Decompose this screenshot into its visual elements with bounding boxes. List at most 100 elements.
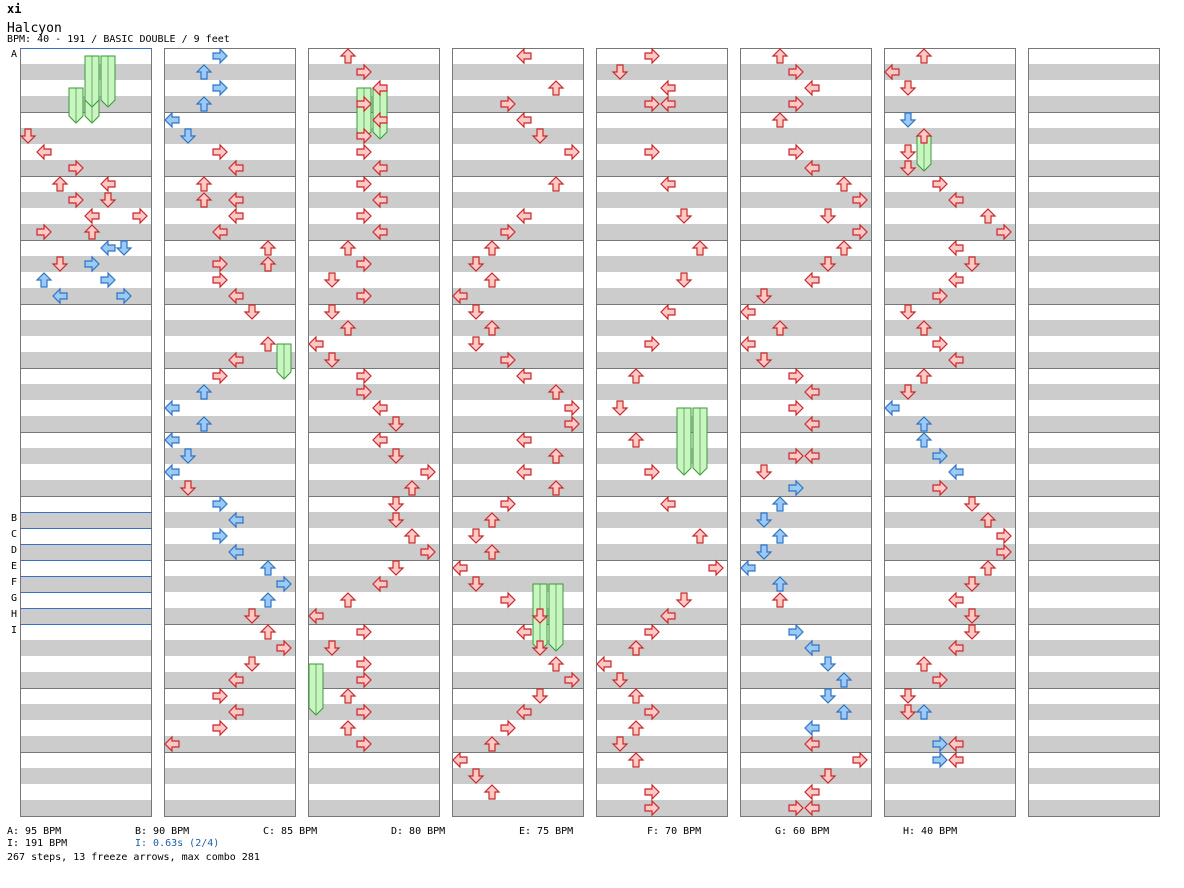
beat-stripe <box>740 96 872 112</box>
step-arrow-up <box>627 752 645 768</box>
step-arrow-up <box>627 720 645 736</box>
step-arrow-right <box>276 639 292 657</box>
step-arrow-up <box>195 384 213 400</box>
step-arrow-right <box>788 479 804 497</box>
step-arrow-down <box>323 640 341 656</box>
beat-stripe <box>308 352 440 368</box>
step-arrow-up <box>691 528 709 544</box>
step-arrow-up <box>403 480 421 496</box>
step-arrow-right <box>212 271 228 289</box>
beat-stripe <box>164 416 296 432</box>
step-arrow-left <box>660 607 676 625</box>
step-arrow-left <box>84 207 100 225</box>
step-arrow-down <box>755 288 773 304</box>
step-arrow-up <box>483 544 501 560</box>
step-arrow-right <box>356 95 372 113</box>
step-arrow-up <box>915 656 933 672</box>
step-arrow-down <box>531 608 549 624</box>
step-arrow-down <box>387 512 405 528</box>
step-arrow-left <box>516 367 532 385</box>
beat-stripe <box>20 128 152 144</box>
step-arrow-right <box>356 623 372 641</box>
step-arrow-left <box>100 239 116 257</box>
step-arrow-down <box>755 512 773 528</box>
step-arrow-down <box>323 352 341 368</box>
step-arrow-up <box>483 512 501 528</box>
step-arrow-up <box>195 192 213 208</box>
step-arrow-left <box>372 159 388 177</box>
step-arrow-right <box>356 703 372 721</box>
beat-stripe <box>308 800 440 816</box>
beat-stripe <box>740 768 872 784</box>
beat-stripe <box>884 800 1016 816</box>
step-arrow-up <box>627 688 645 704</box>
beat-stripe <box>164 576 296 592</box>
bpm-marker-label: E <box>11 561 17 572</box>
step-arrow-left <box>372 575 388 593</box>
step-arrow-up <box>339 48 357 64</box>
step-arrow-up <box>547 656 565 672</box>
step-arrow-left <box>372 79 388 97</box>
bpm-marker-label: D <box>11 545 17 556</box>
step-arrow-right <box>68 191 84 209</box>
beat-stripe <box>1028 160 1160 176</box>
beat-stripe <box>1028 288 1160 304</box>
beat-stripe <box>452 96 584 112</box>
bpm-marker-label: B <box>11 513 17 524</box>
step-arrow-left <box>164 463 180 481</box>
step-arrow-left <box>372 399 388 417</box>
beat-stripe <box>596 320 728 336</box>
beat-stripe <box>596 416 728 432</box>
step-arrow-right <box>212 79 228 97</box>
step-arrow-left <box>804 639 820 657</box>
step-arrow-left <box>164 431 180 449</box>
beat-stripe <box>308 384 440 400</box>
first-arrow-time: I: 0.63s (2/4) <box>135 838 220 849</box>
step-arrow-up <box>195 64 213 80</box>
step-arrow-up <box>259 560 277 576</box>
beat-stripe <box>884 288 1016 304</box>
step-arrow-down <box>755 352 773 368</box>
step-arrow-up <box>915 368 933 384</box>
beat-stripe <box>1028 608 1160 624</box>
step-arrow-left <box>948 639 964 657</box>
beat-stripe <box>884 384 1016 400</box>
beat-stripe <box>164 480 296 496</box>
step-arrow-left <box>596 655 612 673</box>
step-arrow-right <box>932 735 948 753</box>
step-arrow-right <box>644 623 660 641</box>
step-arrow-down <box>755 544 773 560</box>
beat-stripe <box>596 192 728 208</box>
step-arrow-up <box>835 240 853 256</box>
beat-stripe <box>1028 96 1160 112</box>
step-arrow-down <box>899 144 917 160</box>
step-arrow-down <box>531 128 549 144</box>
step-arrow-left <box>948 271 964 289</box>
beat-stripe <box>20 736 152 752</box>
step-arrow-up <box>915 432 933 448</box>
chart-column-border <box>452 48 584 817</box>
step-arrow-up <box>51 176 69 192</box>
step-arrow-left <box>372 191 388 209</box>
step-arrow-up <box>339 320 357 336</box>
beat-stripe <box>884 448 1016 464</box>
step-arrow-up <box>403 528 421 544</box>
beat-stripe <box>20 192 152 208</box>
step-arrow-left <box>228 191 244 209</box>
step-arrow-down <box>611 672 629 688</box>
step-arrow-right <box>356 287 372 305</box>
step-arrow-up <box>339 240 357 256</box>
step-arrow-up <box>483 736 501 752</box>
bpm-legend-c: C: 85 BPM <box>263 826 318 837</box>
step-arrow-down <box>467 256 485 272</box>
step-arrow-right <box>788 447 804 465</box>
step-arrow-up <box>339 592 357 608</box>
step-arrow-down <box>819 208 837 224</box>
step-arrow-right <box>212 255 228 273</box>
step-arrow-right <box>356 735 372 753</box>
beat-stripe <box>20 640 152 656</box>
step-arrow-left <box>164 735 180 753</box>
step-arrow-up <box>35 272 53 288</box>
beat-stripe <box>1028 384 1160 400</box>
beat-stripe <box>452 288 584 304</box>
